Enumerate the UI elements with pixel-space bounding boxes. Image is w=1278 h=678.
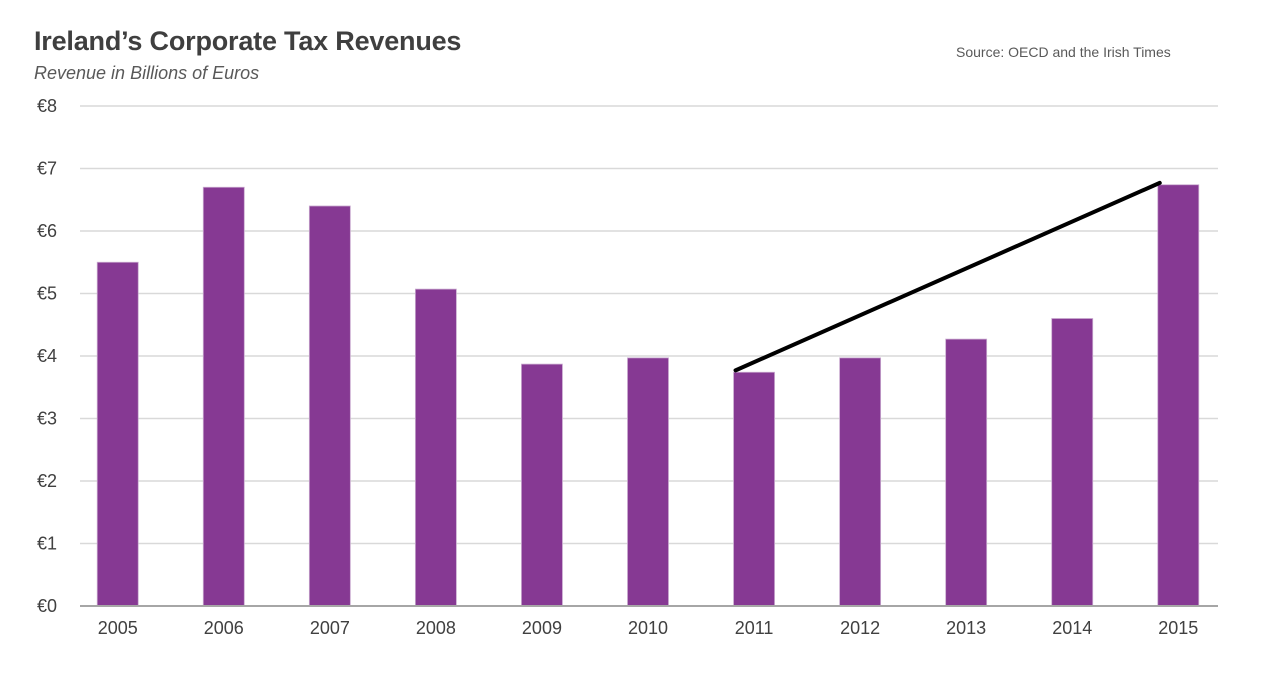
bar xyxy=(96,261,139,607)
bar xyxy=(839,357,882,607)
trend-line xyxy=(733,180,1162,373)
bar xyxy=(202,186,245,607)
y-tick-label: €0 xyxy=(37,596,57,616)
x-tick-label: 2015 xyxy=(1158,618,1198,638)
x-tick-label: 2009 xyxy=(522,618,562,638)
y-tick-label: €4 xyxy=(37,346,57,366)
chart-subtitle: Revenue in Billions of Euros xyxy=(34,63,260,83)
source-note: Source: OECD and the Irish Times xyxy=(956,44,1171,60)
y-tick-label: €6 xyxy=(37,221,57,241)
bar xyxy=(414,288,457,607)
y-tick-label: €1 xyxy=(37,534,57,554)
bar xyxy=(1051,318,1094,607)
bar xyxy=(521,363,563,607)
y-axis-ticks: €0 €1 €2 €3 €4 €5 €6 €7 €8 xyxy=(37,96,57,616)
gridlines xyxy=(80,105,1218,545)
x-tick-label: 2011 xyxy=(735,618,774,638)
y-tick-label: €8 xyxy=(37,96,57,116)
x-tick-label: 2005 xyxy=(98,618,138,638)
x-tick-label: 2007 xyxy=(310,618,350,638)
x-tick-label: 2006 xyxy=(204,618,244,638)
bar xyxy=(1157,184,1200,607)
y-tick-label: €5 xyxy=(37,284,57,304)
x-tick-label: 2013 xyxy=(946,618,986,638)
x-tick-label: 2008 xyxy=(416,618,456,638)
x-tick-label: 2014 xyxy=(1052,618,1092,638)
x-tick-label: 2012 xyxy=(840,618,880,638)
bar xyxy=(733,371,775,607)
x-tick-label: 2010 xyxy=(628,618,668,638)
chart-title: Ireland’s Corporate Tax Revenues xyxy=(34,26,462,56)
bar xyxy=(308,205,351,607)
x-axis-ticks: 2005 2006 2007 2008 2009 2010 2011 2012 2013 2014… xyxy=(98,618,1199,638)
y-tick-label: €7 xyxy=(37,159,57,179)
annotations xyxy=(733,180,1162,373)
y-tick-label: €3 xyxy=(37,409,57,429)
y-tick-label: €2 xyxy=(37,471,57,491)
bar xyxy=(627,357,669,607)
bar xyxy=(945,338,988,607)
